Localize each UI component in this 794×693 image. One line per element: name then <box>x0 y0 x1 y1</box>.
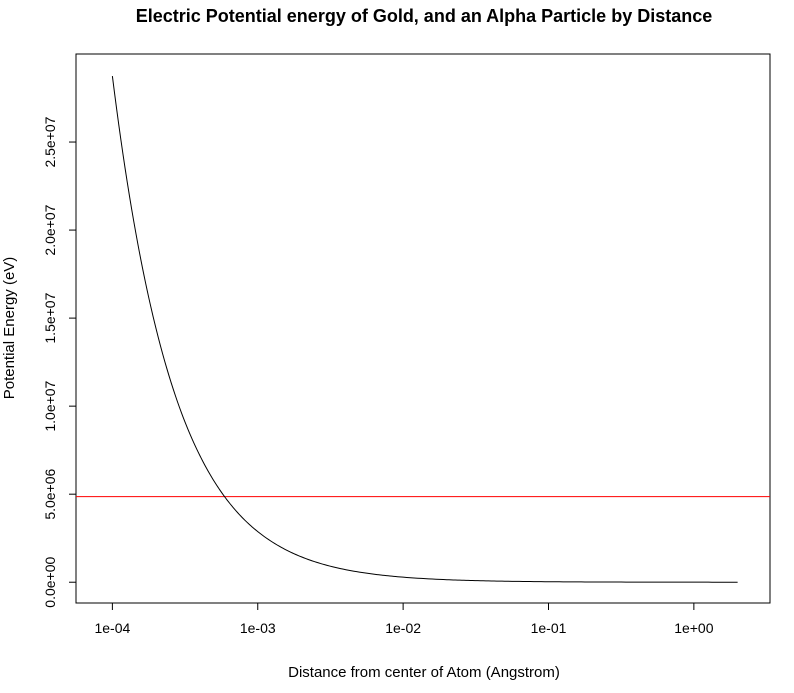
x-tick-label: 1e-02 <box>385 620 421 636</box>
x-axis-label: Distance from center of Atom (Angstrom) <box>288 664 560 681</box>
y-tick-label: 2.0e+07 <box>42 204 58 255</box>
series-line <box>111 75 738 583</box>
y-tick-label: 2.5e+07 <box>42 116 58 167</box>
y-axis: 0.0e+00 5.0e+06 1.0e+07 1.5e+07 2.0e+07 2.5e+… <box>42 116 76 608</box>
x-tick-label: 1e-01 <box>531 620 567 636</box>
y-tick-label: 1.0e+07 <box>42 380 58 431</box>
x-tick-label: 1e-04 <box>94 620 130 636</box>
y-tick-label: 5.0e+06 <box>42 468 58 519</box>
y-tick-label: 1.5e+07 <box>42 292 58 343</box>
y-axis-label: Potential Energy (eV) <box>1 257 18 400</box>
y-tick-label: 0.0e+00 <box>42 557 58 608</box>
x-axis: 1e-04 1e-03 1e-02 1e-01 1e+00 <box>94 603 714 636</box>
chart-title: Electric Potential energy of Gold, and a… <box>136 6 712 26</box>
x-tick-label: 1e+00 <box>674 620 714 636</box>
x-tick-label: 1e-03 <box>240 620 276 636</box>
plot-area-border <box>75 53 771 604</box>
plot-content <box>76 75 770 583</box>
